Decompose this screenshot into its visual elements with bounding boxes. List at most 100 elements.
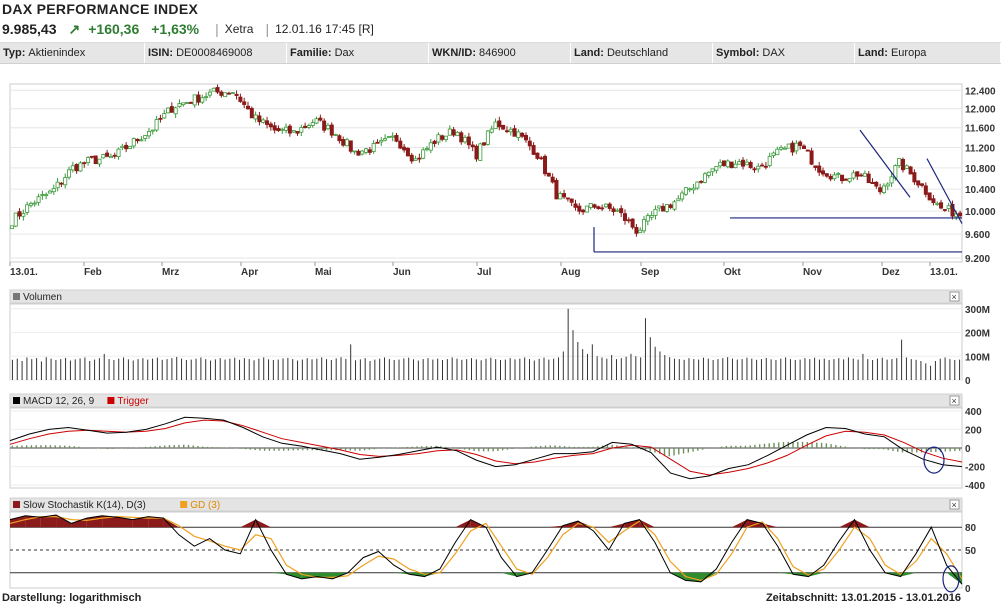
candle xyxy=(116,148,121,157)
candle xyxy=(836,173,841,175)
candle xyxy=(70,165,75,171)
overbought-fill xyxy=(854,519,870,528)
volume-panel-header xyxy=(9,289,963,304)
info-label: Land: xyxy=(574,47,604,59)
candle xyxy=(626,219,631,222)
candle xyxy=(135,138,140,142)
candle xyxy=(51,188,56,193)
candle xyxy=(520,132,525,137)
candle xyxy=(139,139,144,142)
candle xyxy=(150,129,155,132)
candle xyxy=(935,203,940,205)
y-tick-label: 0 xyxy=(965,584,971,595)
legend-swatch xyxy=(107,397,115,404)
candle xyxy=(843,178,848,181)
candle xyxy=(904,165,909,169)
candle xyxy=(455,131,460,137)
candle xyxy=(722,160,727,167)
candle xyxy=(154,119,159,131)
candle xyxy=(207,91,212,96)
candle xyxy=(733,163,738,169)
candle xyxy=(192,94,197,106)
stochastic-panel-header xyxy=(9,497,963,512)
candle xyxy=(379,140,384,143)
stochastic-panel: 0 50 80 xyxy=(9,511,977,595)
info-value: Aktienindex xyxy=(28,47,86,59)
candle xyxy=(398,140,403,149)
info-cell: Familie: Dax xyxy=(287,43,429,63)
candle xyxy=(558,193,563,200)
candle xyxy=(790,142,795,153)
info-cell: Land: Europa xyxy=(855,43,1001,63)
candle xyxy=(920,183,925,186)
candle xyxy=(912,172,917,183)
candle xyxy=(619,208,624,214)
candle xyxy=(371,143,376,152)
y-tick-label: 11.200 xyxy=(965,143,995,154)
info-cell: Typ: Aktienindex xyxy=(0,43,145,63)
candle xyxy=(287,125,292,134)
overbought-fill xyxy=(163,518,179,528)
candle xyxy=(265,120,270,125)
candle xyxy=(386,136,391,138)
x-tick-label: Jun xyxy=(393,267,411,278)
x-tick-label: Okt xyxy=(724,267,741,278)
info-value: DAX xyxy=(762,47,786,59)
overbought-fill xyxy=(624,519,640,528)
candle xyxy=(600,207,605,210)
oversold-fill xyxy=(271,572,287,575)
candle xyxy=(737,161,742,165)
candle xyxy=(345,139,350,147)
candle xyxy=(592,204,597,208)
candle xyxy=(874,181,879,187)
y-tick-label: 300M xyxy=(965,305,990,316)
change-percent: +1,63% xyxy=(151,21,200,37)
candle xyxy=(245,105,250,110)
candle xyxy=(881,185,886,194)
candle xyxy=(432,140,437,144)
page-title: DAX PERFORMANCE INDEX xyxy=(2,1,199,17)
candle xyxy=(409,154,414,162)
candle xyxy=(101,154,106,159)
candle xyxy=(13,212,18,227)
candle xyxy=(493,121,498,130)
x-tick-label: Apr xyxy=(241,267,258,278)
candle xyxy=(752,168,757,171)
candle xyxy=(223,92,228,98)
candle xyxy=(447,128,452,136)
candle xyxy=(257,115,262,123)
candle xyxy=(763,165,768,168)
candle xyxy=(196,94,201,103)
candle xyxy=(211,87,216,92)
candle xyxy=(306,125,311,128)
candle xyxy=(215,87,220,93)
y-tick-label: 100M xyxy=(965,352,990,363)
x-tick-label: Mrz xyxy=(162,267,179,278)
candle xyxy=(512,128,517,137)
candle xyxy=(862,172,867,177)
candle xyxy=(188,102,193,104)
candle xyxy=(318,117,323,121)
candle xyxy=(809,150,814,165)
candle xyxy=(112,154,117,157)
candle xyxy=(923,185,928,195)
info-label: Typ: xyxy=(3,47,26,59)
candle xyxy=(394,134,399,142)
candle xyxy=(421,149,426,159)
candle xyxy=(173,107,178,115)
candle xyxy=(470,144,475,148)
close-icon-glyph: × xyxy=(952,292,957,302)
candle xyxy=(219,91,224,96)
candle xyxy=(32,202,37,205)
candle xyxy=(782,147,787,150)
close-icon-glyph: × xyxy=(952,396,957,406)
candle xyxy=(474,145,479,160)
y-tick-label: 9.200 xyxy=(965,254,990,265)
candle xyxy=(908,166,913,175)
d-line xyxy=(9,515,963,582)
candle xyxy=(364,148,369,153)
candle xyxy=(573,203,578,208)
candle xyxy=(710,168,715,173)
candle xyxy=(402,146,407,151)
y-tick-label: 9.600 xyxy=(965,230,990,241)
